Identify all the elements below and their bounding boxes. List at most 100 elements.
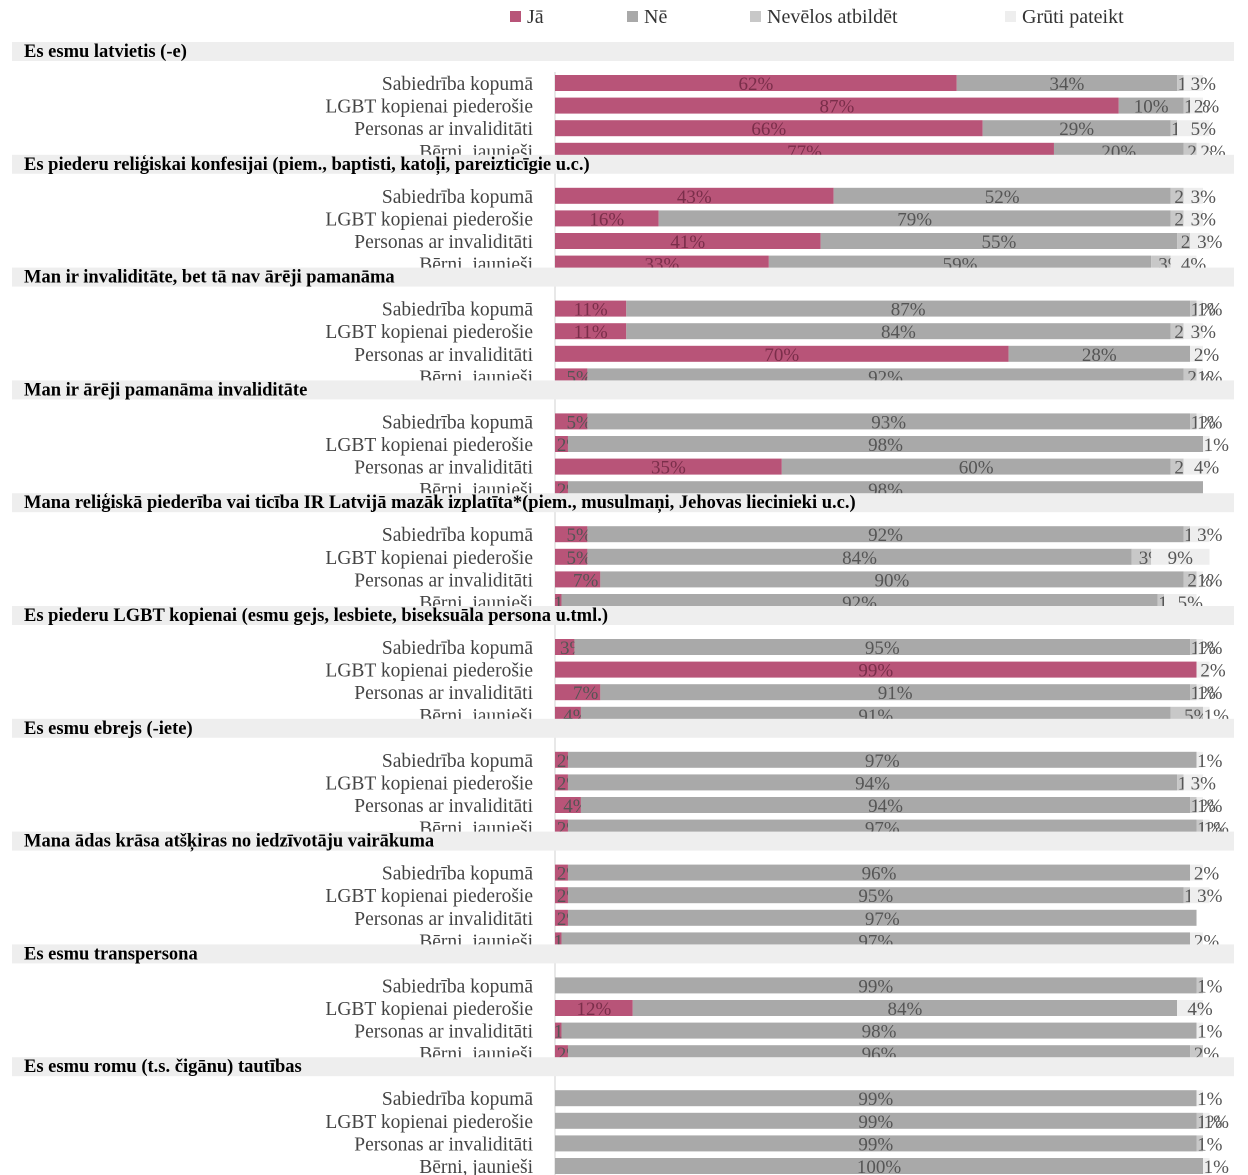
group-title: Man ir invaliditāte, bet tā nav ārēji pa… [24,268,395,288]
category-label: LGBT kopienai piederošie [325,322,533,343]
category-label: Personas ar invaliditāti [354,1134,533,1155]
data-label: 87% [891,300,926,321]
category-label: Sabiedrība kopumā [382,751,533,772]
data-label: 91% [878,683,913,704]
data-label: 1% [1197,751,1223,772]
group-title: Mana reliģiskā piederība vai ticība IR L… [24,493,856,513]
category-label: LGBT kopienai piederošie [325,886,533,907]
category-label: Personas ar invaliditāti [354,909,533,930]
category-label: LGBT kopienai piederošie [325,999,533,1020]
data-label: 41% [670,232,705,253]
data-label: 34% [1050,74,1085,95]
data-label: 92% [868,525,903,546]
data-label: 93% [871,412,906,433]
data-label: 99% [858,661,893,682]
category-label: Personas ar invaliditāti [354,796,533,817]
category-label: Personas ar invaliditāti [354,683,533,704]
category-label: Personas ar invaliditāti [354,570,533,591]
data-label: 1% [1204,1157,1230,1175]
group-title: Es esmu transpersona [24,944,198,964]
data-label: 7% [573,570,599,591]
data-label: 10% [1134,97,1169,118]
data-label: 3% [1191,773,1217,794]
data-label: 1% [1204,1112,1230,1133]
data-label: 84% [888,999,923,1020]
data-label: 62% [738,74,773,95]
data-label: 97% [865,909,900,930]
category-label: LGBT kopienai piederošie [325,209,533,230]
data-label: 95% [858,886,893,907]
data-label: 52% [985,187,1020,208]
data-label: 84% [881,322,916,343]
group-title: Man ir ārēji pamanāma invaliditāte [24,380,307,400]
category-label: Sabiedrība kopumā [382,864,533,885]
data-label: 84% [842,548,877,569]
data-label: 9% [1168,548,1194,569]
category-label: Sabiedrība kopumā [382,300,533,321]
category-label: Sabiedrība kopumā [382,976,533,997]
category-label: Sabiedrība kopumā [382,412,533,433]
category-label: Personas ar invaliditāti [354,232,533,253]
data-label: 55% [981,232,1016,253]
group-title: Es esmu latvietis (-e) [24,42,187,62]
data-label: 98% [862,1022,897,1043]
data-label: 99% [858,1089,893,1110]
data-label: 29% [1059,119,1094,140]
data-label: 3% [1191,322,1217,343]
data-label: 79% [897,209,932,230]
data-label: 43% [677,187,712,208]
data-label: 3% [1191,209,1217,230]
data-label: 4% [1194,458,1220,479]
data-label: 11% [574,322,608,343]
group-title: Es piederu reliģiskai konfesijai (piem.,… [24,155,590,175]
data-label: 35% [651,458,686,479]
category-label: LGBT kopienai piederošie [325,97,533,118]
data-label: 4% [1187,999,1213,1020]
data-label: 2% [1194,97,1220,118]
category-label: Personas ar invaliditāti [354,345,533,366]
category-label: LGBT kopienai piederošie [325,661,533,682]
category-label: Sabiedrība kopumā [382,187,533,208]
group-title: Mana ādas krāsa atšķiras no iedzīvotāju … [24,832,434,852]
data-label: 99% [858,1112,893,1133]
data-label: 16% [589,209,624,230]
data-label: 100% [857,1157,902,1175]
category-label: Personas ar invaliditāti [354,1022,533,1043]
data-label: 3% [1197,525,1223,546]
data-label: 1% [1197,683,1223,704]
data-label: 1% [1197,796,1223,817]
data-label: 28% [1082,345,1117,366]
data-label: 94% [855,773,890,794]
category-label: Sabiedrība kopumā [382,638,533,659]
group-title: Es piederu LGBT kopienai (esmu gejs, les… [24,606,608,626]
data-label: 95% [865,638,900,659]
group-title: Es esmu ebrejs (-iete) [24,719,193,739]
category-label: LGBT kopienai piederošie [325,773,533,794]
data-label: 1% [1197,976,1223,997]
category-label: LGBT kopienai piederošie [325,435,533,456]
data-label: 3% [1191,74,1217,95]
data-label: 1% [1197,570,1223,591]
group-header-band [12,719,1234,738]
category-label: Personas ar invaliditāti [354,458,533,479]
data-label: 2% [1194,864,1220,885]
data-label: 1% [1197,1089,1223,1110]
data-label: 99% [858,1134,893,1155]
data-label: 2% [1194,345,1220,366]
data-label: 99% [858,976,893,997]
category-label: LGBT kopienai piederošie [325,548,533,569]
data-label: 11% [574,300,608,321]
data-label: 70% [764,345,799,366]
data-label: 87% [819,97,854,118]
data-label: 3% [1191,187,1217,208]
group-title: Es esmu romu (t.s. čigānu) tautības [24,1057,302,1077]
category-label: Sabiedrība kopumā [382,74,533,95]
data-label: 1% [1197,1022,1223,1043]
data-label: 1% [1197,1134,1223,1155]
data-label: 90% [875,570,910,591]
data-label: 97% [865,751,900,772]
data-label: 1% [1197,300,1223,321]
category-label: Bērni, jaunieši [419,1157,533,1175]
